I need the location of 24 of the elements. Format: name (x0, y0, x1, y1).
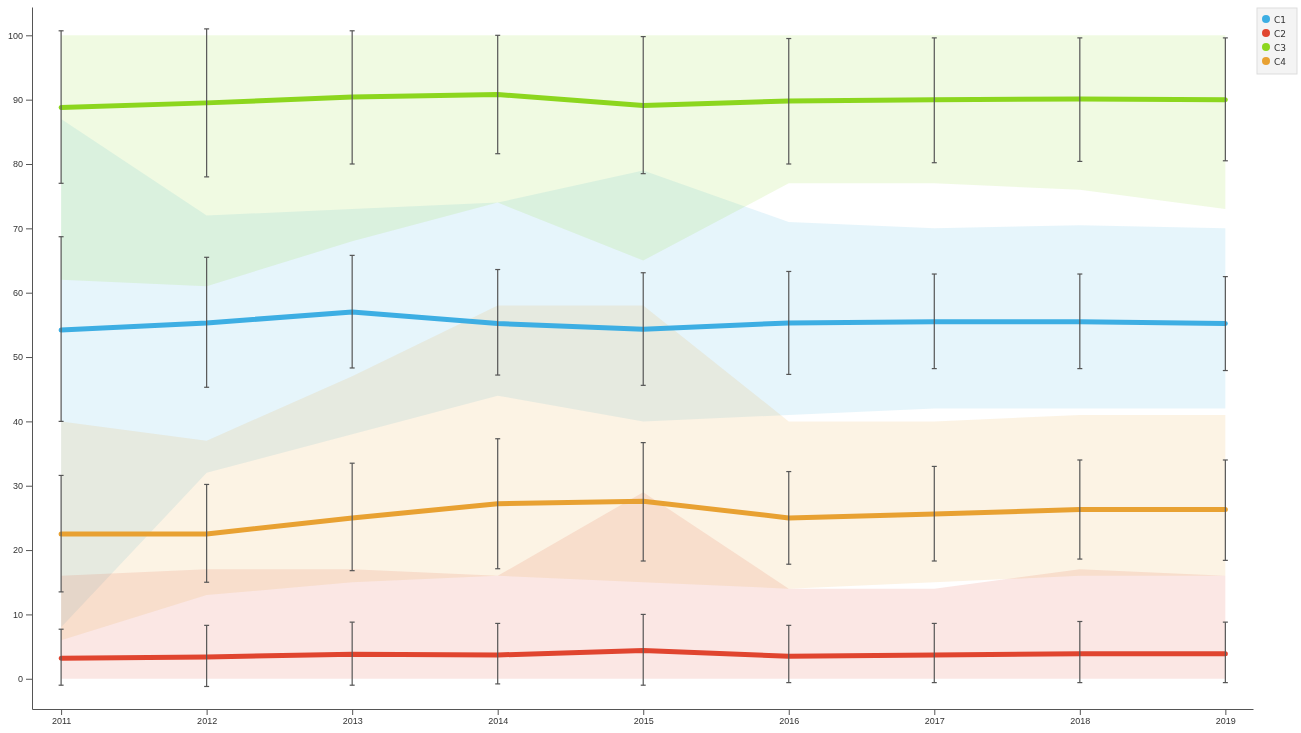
x-tick-label: 2016 (779, 716, 800, 727)
x-tick-label: 2011 (51, 716, 72, 727)
y-tick-label: 30 (12, 481, 23, 492)
x-tick-label: 2014 (488, 716, 509, 727)
legend-label: C3 (1274, 42, 1287, 53)
legend-label: C4 (1274, 56, 1287, 67)
y-tick-label: 60 (12, 288, 23, 299)
y-tick-label: 0 (17, 674, 23, 685)
y-tick-label: 70 (12, 223, 23, 234)
legend-label: C2 (1274, 28, 1287, 39)
y-tick-label: 40 (12, 416, 23, 427)
x-tick-label: 2019 (1215, 716, 1236, 727)
legend-label: C1 (1274, 14, 1287, 25)
x-tick-label: 2013 (342, 716, 363, 727)
x-tick-label: 2017 (924, 716, 945, 727)
x-tick-label: 2012 (197, 716, 218, 727)
y-tick-label: 20 (12, 545, 23, 556)
y-tick-label: 90 (12, 95, 23, 106)
x-tick-label: 2015 (633, 716, 654, 727)
y-tick-label: 80 (12, 159, 23, 170)
x-tick-label: 2018 (1070, 716, 1091, 727)
y-tick-label: 100 (7, 30, 23, 41)
y-tick-label: 10 (12, 609, 23, 620)
y-tick-label: 50 (12, 352, 23, 363)
